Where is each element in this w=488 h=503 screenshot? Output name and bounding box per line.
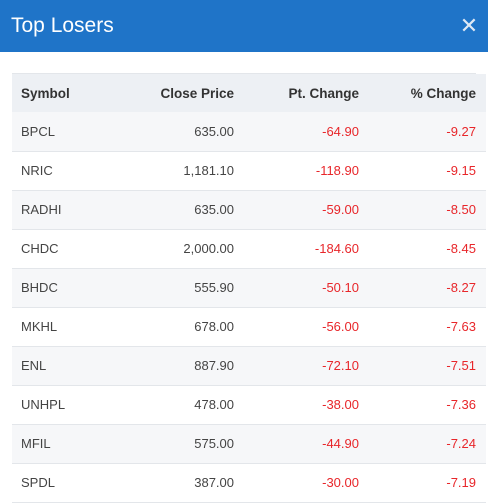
column-header-pct-change: % Change	[410, 85, 476, 101]
cell-close-price: 387.00	[194, 475, 234, 490]
cell-pt-change: -72.10	[322, 358, 359, 373]
cell-pt-change: -59.00	[322, 202, 359, 217]
cell-pt-change: -50.10	[322, 280, 359, 295]
cell-symbol: BHDC	[21, 280, 58, 295]
table-row[interactable]: MFIL 575.00 -44.90 -7.24	[12, 424, 486, 463]
table-row[interactable]: UNHPL 478.00 -38.00 -7.36	[12, 385, 486, 424]
cell-close-price: 555.90	[194, 280, 234, 295]
losers-table: Symbol Close Price Pt. Change % Change B…	[12, 74, 486, 503]
cell-pt-change: -38.00	[322, 397, 359, 412]
column-header-symbol: Symbol	[21, 85, 70, 101]
cell-pct-change: -7.19	[446, 475, 476, 490]
cell-pt-change: -64.90	[322, 123, 359, 139]
cell-pct-change: -7.63	[446, 319, 476, 334]
cell-pct-change: -9.27	[446, 123, 476, 139]
cell-pt-change: -44.90	[322, 436, 359, 451]
cell-symbol: ENL	[21, 358, 47, 373]
cell-close-price: 678.00	[194, 319, 234, 334]
table-row[interactable]: RADHI 635.00 -59.00 -8.50	[12, 190, 486, 229]
cell-pct-change: -8.27	[446, 280, 476, 295]
table-row[interactable]: CHDC 2,000.00 -184.60 -8.45	[12, 229, 486, 268]
cell-pt-change: -184.60	[314, 241, 359, 256]
cell-symbol: BPCL	[21, 123, 55, 139]
cell-symbol: UNHPL	[21, 397, 66, 412]
cell-close-price: 575.00	[194, 436, 234, 451]
cell-close-price: 1,181.10	[183, 163, 234, 178]
table-row[interactable]: ENL 887.90 -72.10 -7.51	[12, 346, 486, 385]
cell-symbol: MFIL	[21, 436, 51, 451]
modal-title: Top Losers	[11, 14, 114, 37]
cell-pct-change: -9.15	[446, 163, 476, 178]
table-row[interactable]: MKHL 678.00 -56.00 -7.63	[12, 307, 486, 346]
table-row[interactable]: BHDC 555.90 -50.10 -8.27	[12, 268, 486, 307]
cell-pct-change: -7.24	[446, 436, 476, 451]
cell-pct-change: -8.45	[446, 241, 476, 256]
cell-symbol: RADHI	[21, 202, 62, 217]
cell-close-price: 478.00	[194, 397, 234, 412]
cell-pt-change: -56.00	[322, 319, 359, 334]
cell-symbol: NRIC	[21, 163, 53, 178]
cell-pct-change: -7.36	[446, 397, 476, 412]
cell-close-price: 635.00	[194, 123, 234, 139]
cell-close-price: 887.90	[194, 358, 234, 373]
table-row[interactable]: SPDL 387.00 -30.00 -7.19	[12, 463, 486, 502]
table-row[interactable]: NRIC 1,181.10 -118.90 -9.15	[12, 151, 486, 190]
cell-symbol: MKHL	[21, 319, 58, 334]
losers-table-container: Symbol Close Price Pt. Change % Change B…	[12, 73, 486, 503]
table-row[interactable]: BPCL 635.00 -64.90 -9.27	[12, 112, 486, 151]
column-header-pt-change: Pt. Change	[288, 85, 359, 101]
table-header-row: Symbol Close Price Pt. Change % Change	[12, 74, 486, 112]
cell-close-price: 635.00	[194, 202, 234, 217]
cell-pct-change: -8.50	[446, 202, 476, 217]
close-icon[interactable]: ✕	[459, 13, 479, 38]
column-header-close-price: Close Price	[160, 85, 234, 101]
cell-pct-change: -7.51	[446, 358, 476, 373]
cell-pt-change: -118.90	[315, 163, 359, 178]
cell-close-price: 2,000.00	[183, 241, 234, 256]
cell-pt-change: -30.00	[322, 475, 359, 490]
cell-symbol: CHDC	[21, 241, 59, 256]
cell-symbol: SPDL	[21, 475, 55, 490]
modal-header: Top Losers ✕	[0, 0, 488, 52]
